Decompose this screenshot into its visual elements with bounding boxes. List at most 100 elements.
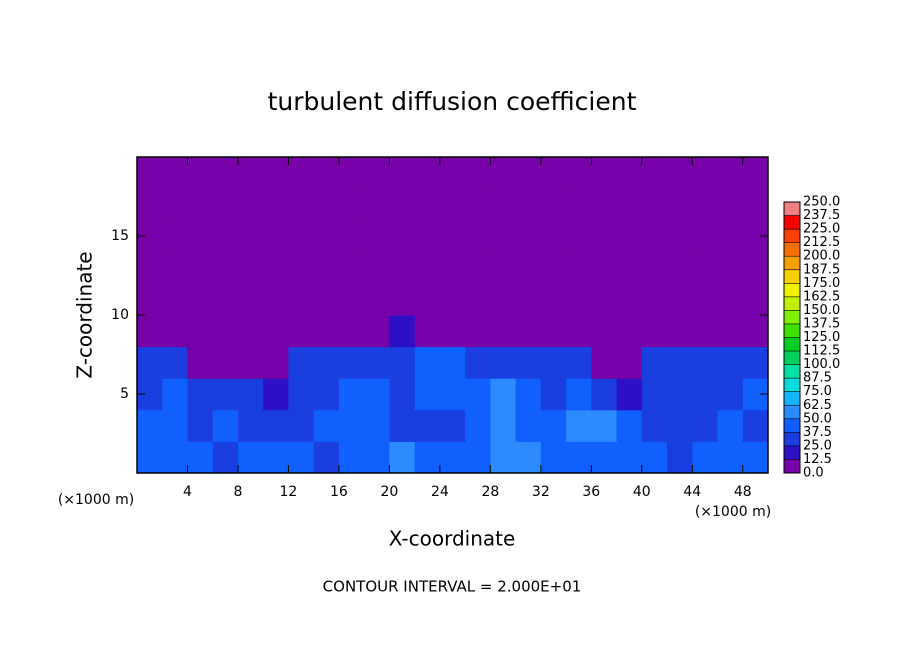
heat-cell — [237, 378, 264, 411]
heat-cell — [338, 157, 365, 190]
heat-cell — [717, 346, 744, 379]
heat-cell — [692, 220, 719, 253]
colorbar-bin — [784, 364, 800, 379]
heat-cell — [566, 346, 592, 379]
heat-cell — [667, 346, 693, 379]
heat-cell — [742, 441, 769, 474]
heat-cell — [540, 315, 567, 348]
colorbar-bin — [784, 337, 800, 352]
heat-cell — [414, 157, 441, 190]
heat-cell — [439, 220, 466, 253]
heat-cell — [490, 346, 517, 379]
heat-cell — [667, 409, 693, 442]
heat-cell — [263, 251, 289, 284]
heat-cell — [616, 220, 643, 253]
heat-cell — [364, 188, 390, 221]
note: CONTOUR INTERVAL = 2.000E+01 — [323, 578, 582, 596]
y-axis-label: Z-coordinate — [73, 251, 97, 378]
colorbar-bin — [784, 378, 800, 392]
heat-cell — [540, 378, 567, 411]
heat-cell — [313, 409, 340, 442]
heat-cell — [692, 188, 719, 221]
x-unit-label: (×1000 m) — [58, 492, 134, 508]
heat-cell — [692, 157, 719, 190]
x-tick-label: 16 — [330, 484, 348, 500]
heat-cell — [288, 283, 315, 316]
heat-cell — [490, 315, 517, 348]
heat-cell — [641, 283, 668, 316]
heat-cell — [692, 378, 719, 411]
colorbar-label: 25.0 — [803, 438, 832, 453]
heat-cell — [364, 251, 390, 284]
heat-cell — [313, 441, 340, 474]
heat-cell — [717, 251, 744, 284]
heat-cell — [137, 346, 163, 379]
heat-cell — [212, 157, 239, 190]
heat-cell — [692, 283, 719, 316]
heat-cell — [490, 378, 517, 411]
colorbar-label: 250.0 — [803, 195, 840, 210]
heat-cell — [288, 157, 315, 190]
heat-cell — [212, 378, 239, 411]
heat-cell — [667, 251, 693, 284]
heat-cell — [313, 346, 340, 379]
heat-cell — [566, 378, 592, 411]
heat-cell — [717, 220, 744, 253]
heat-cell — [338, 251, 365, 284]
colorbar-bin — [784, 202, 800, 216]
heat-cell — [641, 157, 668, 190]
heat-cell — [667, 188, 693, 221]
heat-cell — [263, 409, 289, 442]
heat-cell — [465, 220, 491, 253]
colorbar-label: 12.5 — [803, 452, 832, 467]
heat-cell — [490, 409, 517, 442]
colorbar-bin — [784, 256, 800, 270]
heat-cell — [465, 346, 491, 379]
heat-cell — [515, 346, 542, 379]
heat-cell — [616, 378, 643, 411]
heat-cell — [137, 315, 163, 348]
heat-cell — [616, 346, 643, 379]
x-tick-label: 40 — [633, 484, 651, 500]
heat-cell — [566, 409, 592, 442]
heat-cell — [641, 188, 668, 221]
heat-cell — [364, 283, 390, 316]
heat-cell — [616, 188, 643, 221]
heat-cell — [515, 315, 542, 348]
heat-cell — [162, 157, 188, 190]
heat-cell — [338, 378, 365, 411]
colorbar-label: 225.0 — [803, 222, 840, 237]
heat-cell — [465, 188, 491, 221]
heat-cell — [439, 283, 466, 316]
heat-cell — [263, 283, 289, 316]
heat-cell — [591, 441, 618, 474]
heat-cell — [439, 188, 466, 221]
colorbar-label: 37.5 — [803, 425, 832, 440]
heat-cell — [263, 441, 289, 474]
heat-cell — [263, 315, 289, 348]
heat-cell — [591, 157, 618, 190]
heat-cell — [490, 283, 517, 316]
heat-cell — [389, 315, 416, 348]
heat-cell — [566, 220, 592, 253]
heat-cell — [414, 441, 441, 474]
heat-cell — [137, 409, 163, 442]
heat-cell — [591, 283, 618, 316]
heat-cell — [237, 251, 264, 284]
colorbar-label: 0.0 — [803, 466, 824, 481]
x-unit-label: (×1000 m) — [695, 504, 771, 520]
colorbar-label: 112.5 — [803, 344, 840, 359]
heat-cell — [641, 315, 668, 348]
heat-cell — [187, 157, 214, 190]
heat-cell — [162, 315, 188, 348]
heat-cell — [641, 378, 668, 411]
heat-cell — [237, 220, 264, 253]
heat-cell — [515, 283, 542, 316]
heat-cell — [414, 188, 441, 221]
x-tick-label: 28 — [481, 484, 499, 500]
heat-cell — [692, 409, 719, 442]
heat-cell — [137, 188, 163, 221]
colorbar-label: 162.5 — [803, 289, 840, 304]
heat-cell — [591, 378, 618, 411]
